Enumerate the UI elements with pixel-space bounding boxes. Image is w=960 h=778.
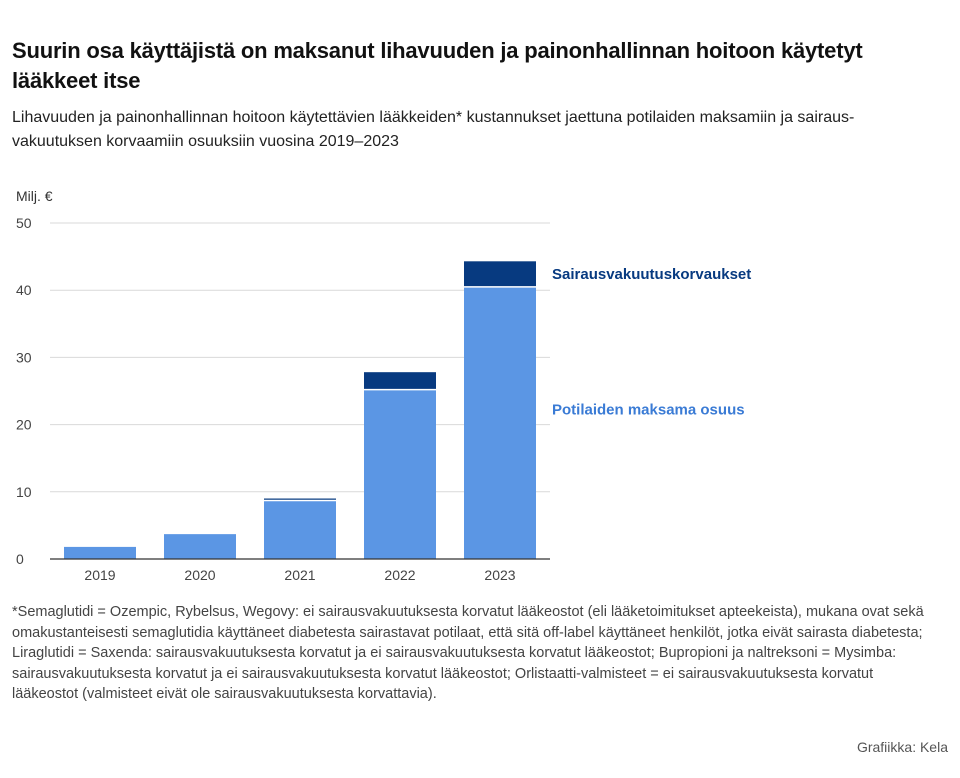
- y-tick-label-30: 30: [16, 349, 32, 365]
- footnote: *Semaglutidi = Ozempic, Rybelsus, Wegovy…: [12, 604, 924, 702]
- x-tick-label-2020: 2020: [184, 567, 215, 583]
- x-tick-label-2021: 2021: [284, 567, 315, 583]
- chart-subtitle: Lihavuuden ja painonhallinnan hoitoon kä…: [12, 109, 855, 150]
- bar-patient-2019: [64, 546, 136, 559]
- legend-label-insurance: Sairausvakuutuskorvaukset: [552, 266, 751, 283]
- bars: [64, 261, 536, 559]
- y-tick-label-10: 10: [16, 484, 32, 500]
- source-credit: Grafiikka: Kela: [856, 739, 948, 755]
- labels: Sairausvakuutuskorvaukset Potilaiden maks…: [552, 266, 751, 418]
- chart-title: Suurin osa käyttäjistä on maksanut lihav…: [12, 38, 863, 93]
- stacked-bar-chart: 0 10 20 30 40 50 2019 2020 2021 2022 2023 Sairausv…: [16, 215, 751, 583]
- y-tick-label-40: 40: [16, 282, 32, 298]
- y-tick-label-20: 20: [16, 417, 32, 433]
- bar-insurance-2023: [464, 261, 536, 287]
- y-axis-unit-label: Milj. €: [16, 188, 53, 204]
- bar-patient-2023: [464, 286, 536, 559]
- x-tick-label-2022: 2022: [384, 567, 415, 583]
- x-tick-label-2023: 2023: [484, 567, 515, 583]
- bar-insurance-2021: [264, 498, 336, 501]
- legend-label-patient: Potilaiden maksama osuus: [552, 401, 745, 418]
- bar-insurance-2022: [364, 372, 436, 390]
- y-tick-label-0: 0: [16, 551, 24, 567]
- y-tick-label-50: 50: [16, 215, 32, 231]
- bar-patient-2022: [364, 389, 436, 559]
- bar-patient-2020: [164, 534, 236, 559]
- bar-patient-2021: [264, 500, 336, 559]
- axes: 0 10 20 30 40 50 2019 2020 2021 2022 2023: [16, 215, 550, 583]
- x-tick-label-2019: 2019: [84, 567, 115, 583]
